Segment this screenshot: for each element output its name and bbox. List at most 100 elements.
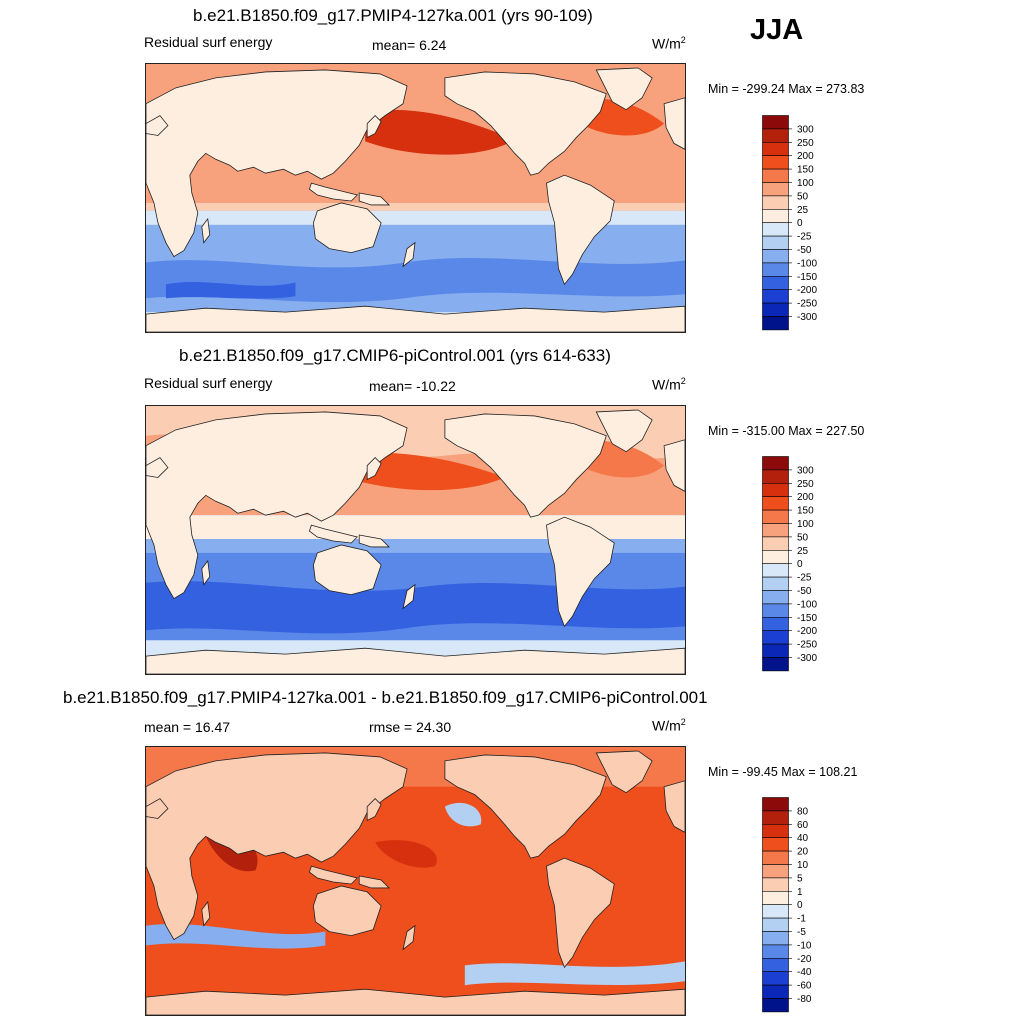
colorbar-box bbox=[762, 289, 789, 304]
colorbar-tick-label: 80 bbox=[797, 806, 809, 817]
colorbar-tick-label: -10 bbox=[797, 940, 812, 951]
colorbar-box bbox=[762, 657, 789, 672]
panel-minmax: Min = -299.24 Max = 273.83 bbox=[708, 82, 865, 96]
colorbar-tick-label: -150 bbox=[797, 613, 817, 624]
colorbar-box bbox=[762, 141, 789, 156]
colorbar-tick-label: 60 bbox=[797, 820, 809, 831]
panel-mean-label: mean = 16.47 bbox=[144, 719, 231, 735]
colorbar-box bbox=[762, 128, 789, 143]
colorbar-box bbox=[762, 917, 789, 932]
colorbar-box bbox=[762, 958, 789, 973]
colorbar-tick-label: 200 bbox=[797, 151, 814, 162]
panel-mean-label: mean= -10.22 bbox=[369, 378, 456, 394]
panel-minmax: Min = -315.00 Max = 227.50 bbox=[708, 424, 865, 438]
colorbar-tick-label: 20 bbox=[797, 847, 809, 858]
colorbar-svg: 30025020015010050250-25-50-100-150-200-2… bbox=[762, 456, 817, 672]
colorbar-box bbox=[762, 469, 789, 484]
colorbar-box bbox=[762, 998, 789, 1013]
colorbar-box bbox=[762, 235, 789, 250]
colorbar-panel-3: 80 60 40 20 10 5 1 0 -1 -5 -10 -20 -40 -60 -80 bbox=[762, 797, 832, 1014]
panel-minmax: Min = -99.45 Max = 108.21 bbox=[708, 765, 858, 779]
colorbar-tick-label: -50 bbox=[797, 586, 812, 597]
colorbar-tick-label: -40 bbox=[797, 967, 812, 978]
colorbar-box bbox=[762, 482, 789, 497]
panel-title: b.e21.B1850.f09_g17.PMIP4-127ka.001 (yrs… bbox=[193, 6, 593, 25]
colorbar-tick-label: -80 bbox=[797, 994, 812, 1005]
colorbar-box bbox=[762, 823, 789, 838]
colorbar-tick-label: 50 bbox=[797, 191, 809, 202]
colorbar-tick-label: 25 bbox=[797, 546, 809, 557]
map-panel-2 bbox=[145, 405, 686, 675]
colorbar-box bbox=[762, 810, 789, 825]
colorbar-box bbox=[762, 931, 789, 946]
colorbar-box bbox=[762, 550, 789, 565]
colorbar-panel-2: 300 250 200 150 100 50 25 0 -25 -50 -100 -150 -200 -2… bbox=[762, 456, 832, 673]
colorbar-box bbox=[762, 944, 789, 959]
colorbar-tick-label: -20 bbox=[797, 954, 812, 965]
colorbar-tick-label: -300 bbox=[797, 653, 817, 664]
colorbar-box bbox=[762, 590, 789, 605]
panel-title: b.e21.B1850.f09_g17.PMIP4-127ka.001 - b.… bbox=[63, 688, 708, 707]
colorbar-tick-label: -60 bbox=[797, 981, 812, 992]
colorbar-box bbox=[762, 456, 789, 471]
colorbar-box bbox=[762, 509, 789, 524]
units-exponent: 2 bbox=[680, 376, 686, 386]
colorbar-tick-label: 50 bbox=[797, 532, 809, 543]
season-label: JJA bbox=[750, 14, 804, 46]
panel-rmse-label: rmse = 24.30 bbox=[369, 719, 452, 735]
colorbar-tick-label: 250 bbox=[797, 138, 814, 149]
colorbar-tick-label: 200 bbox=[797, 492, 814, 503]
colorbar-tick-label: 150 bbox=[797, 506, 814, 517]
units-base: W/m bbox=[652, 35, 681, 52]
panel-units: W/m2 bbox=[652, 35, 686, 52]
colorbar-tick-label: -200 bbox=[797, 626, 817, 637]
colorbar-box bbox=[762, 523, 789, 538]
colorbar-tick-label: -200 bbox=[797, 285, 817, 296]
map-panel-3 bbox=[145, 746, 686, 1016]
colorbar-tick-label: -25 bbox=[797, 232, 812, 243]
colorbar-tick-label: -250 bbox=[797, 299, 817, 310]
units-base: W/m bbox=[652, 376, 681, 393]
colorbar-tick-label: 40 bbox=[797, 833, 809, 844]
units-base: W/m bbox=[652, 717, 681, 734]
colorbar-box bbox=[762, 850, 789, 865]
colorbar-tick-label: 10 bbox=[797, 860, 809, 871]
colorbar-tick-label: 0 bbox=[797, 559, 803, 570]
colorbar-box bbox=[762, 536, 789, 551]
colorbar-box bbox=[762, 249, 789, 264]
colorbar-box bbox=[762, 496, 789, 511]
colorbar-svg: 30025020015010050250-25-50-100-150-200-2… bbox=[762, 115, 817, 331]
colorbar-box bbox=[762, 182, 789, 197]
colorbar-box bbox=[762, 316, 789, 331]
colorbar-tick-label: 0 bbox=[797, 218, 803, 229]
colorbar-box bbox=[762, 877, 789, 892]
colorbar-panel-1: 300 250 200 150 100 50 25 0 -25 -50 -100 -150 -200 -2… bbox=[762, 115, 832, 332]
colorbar-tick-label: -300 bbox=[797, 312, 817, 323]
colorbar-box bbox=[762, 797, 789, 812]
colorbar-box bbox=[762, 115, 789, 130]
panel-left-label: Residual surf energy bbox=[144, 34, 273, 50]
colorbar-tick-label: -50 bbox=[797, 245, 812, 256]
colorbar-box bbox=[762, 222, 789, 237]
colorbar-box bbox=[762, 262, 789, 277]
colorbar-tick-label: 1 bbox=[797, 887, 803, 898]
units-exponent: 2 bbox=[680, 35, 686, 45]
map-panel-1 bbox=[145, 63, 686, 333]
colorbar-tick-label: -25 bbox=[797, 573, 812, 584]
colorbar-box bbox=[762, 864, 789, 879]
colorbar-tick-label: 150 bbox=[797, 165, 814, 176]
colorbar-box bbox=[762, 576, 789, 591]
colorbar-tick-label: -100 bbox=[797, 258, 817, 269]
colorbar-tick-label: -100 bbox=[797, 599, 817, 610]
colorbar-tick-label: 0 bbox=[797, 900, 803, 911]
colorbar-tick-label: -150 bbox=[797, 272, 817, 283]
colorbar-box bbox=[762, 643, 789, 658]
colorbar-box bbox=[762, 563, 789, 578]
panel-mean-label: mean= 6.24 bbox=[372, 37, 447, 53]
colorbar-box bbox=[762, 971, 789, 986]
colorbar-tick-label: 250 bbox=[797, 479, 814, 490]
colorbar-box bbox=[762, 168, 789, 183]
colorbar-box bbox=[762, 195, 789, 210]
colorbar-box bbox=[762, 276, 789, 291]
panel-left-label: Residual surf energy bbox=[144, 375, 273, 391]
